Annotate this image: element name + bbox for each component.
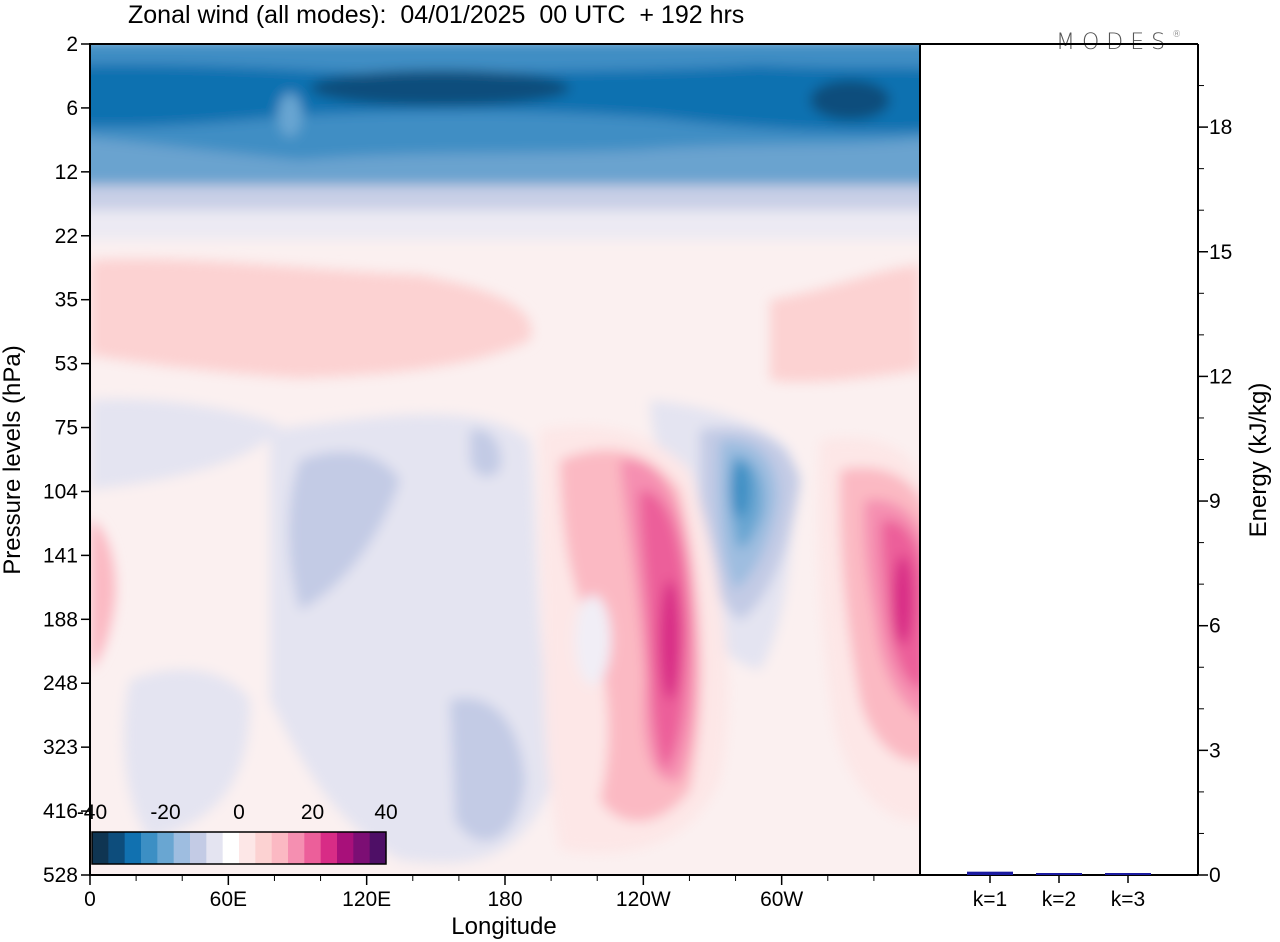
y-tick-label: 141 — [43, 544, 78, 567]
chart-title: Zonal wind (all modes): 04/01/2025 00 UT… — [128, 1, 745, 29]
y-axis-title: Pressure levels (hPa) — [0, 345, 26, 574]
energy-tick-label: 9 — [1209, 490, 1221, 513]
x-tick-label: 120E — [342, 888, 391, 911]
energy-tick-label: 12 — [1209, 365, 1232, 388]
energy-tick-label: 18 — [1209, 116, 1232, 139]
colorbar-swatch — [222, 832, 240, 864]
colorbar-label: 20 — [301, 801, 324, 824]
y-tick-label: 528 — [43, 864, 78, 887]
energy-bars — [967, 871, 1151, 875]
energy-category-label: k=3 — [1111, 888, 1145, 911]
y-tick-label: 416 — [43, 800, 78, 823]
y-tick-label: 104 — [43, 480, 78, 503]
colorbar-swatch — [337, 832, 354, 864]
y-tick-label: 35 — [55, 289, 78, 312]
x-tick-label: 120W — [616, 888, 671, 911]
colorbar-swatch — [353, 832, 371, 864]
colorbar-label: -40 — [77, 801, 107, 824]
colorbar-swatch — [255, 832, 273, 864]
y-tick-label: 75 — [55, 417, 78, 440]
y-tick-label: 12 — [55, 161, 78, 184]
x-axis-bottom: 0 60E 120E 180 120W 60W — [84, 875, 875, 911]
x-tick-label: 60E — [210, 888, 247, 911]
energy-category-label: k=2 — [1042, 888, 1076, 911]
x-tick-label: 60W — [760, 888, 803, 911]
colorbar-swatch — [124, 832, 142, 864]
energy-tick-label: 15 — [1209, 241, 1232, 264]
colorbar-swatch — [108, 832, 126, 864]
colorbar-swatch — [206, 832, 224, 864]
y-axis-left: 2 6 12 22 35 53 75 104 141 188 248 323 416 528 — [43, 33, 90, 887]
colorbar-swatch — [141, 832, 158, 864]
energy-panel: 0 3 6 9 12 15 18 k=1 k=2 k=3 Energy (kJ/kg) — [920, 43, 1272, 911]
colorbar-frame — [91, 831, 387, 865]
y-tick-label: 53 — [55, 353, 78, 376]
x-tick-label: 0 — [84, 888, 96, 911]
y-tick-label: 188 — [43, 608, 78, 631]
colorbar-swatch — [157, 832, 175, 864]
x-tick-label: 180 — [487, 888, 522, 911]
colorbar-swatch — [320, 832, 338, 864]
y-tick-label: 22 — [55, 225, 78, 248]
energy-categories: k=1 k=2 k=3 — [973, 875, 1145, 911]
colorbar-swatch — [190, 832, 207, 864]
colorbar-swatch — [271, 832, 289, 864]
colorbar-label: 40 — [374, 801, 397, 824]
y-tick-label: 248 — [43, 672, 78, 695]
energy-category-label: k=1 — [973, 888, 1007, 911]
colorbar-swatch — [288, 832, 305, 864]
energy-bar — [967, 871, 1013, 875]
energy-bar — [1036, 873, 1082, 875]
contour-field — [90, 44, 920, 875]
colorbar-swatch — [173, 832, 191, 864]
energy-tick-label: 0 — [1209, 864, 1221, 887]
colorbar: -40 -20 0 20 40 — [77, 801, 398, 865]
colorbar-swatch — [92, 832, 109, 864]
colorbar-swatch — [239, 832, 256, 864]
energy-tick-label: 6 — [1209, 615, 1221, 638]
energy-tick-label: 3 — [1209, 739, 1221, 762]
x-axis-title: Longitude — [451, 913, 556, 940]
colorbar-swatch — [304, 832, 322, 864]
y-tick-label: 6 — [66, 97, 78, 120]
colorbar-label: 0 — [233, 801, 245, 824]
colorbar-swatch — [369, 832, 387, 864]
modes-logo: MODES® — [1056, 30, 1182, 55]
energy-axis-title: Energy (kJ/kg) — [1245, 383, 1272, 538]
energy-bar — [1105, 873, 1151, 875]
y-tick-label: 2 — [66, 33, 78, 56]
y-tick-label: 323 — [43, 736, 78, 759]
energy-y-ticks: 0 3 6 9 12 15 18 — [1198, 85, 1232, 887]
colorbar-label: -20 — [150, 801, 180, 824]
